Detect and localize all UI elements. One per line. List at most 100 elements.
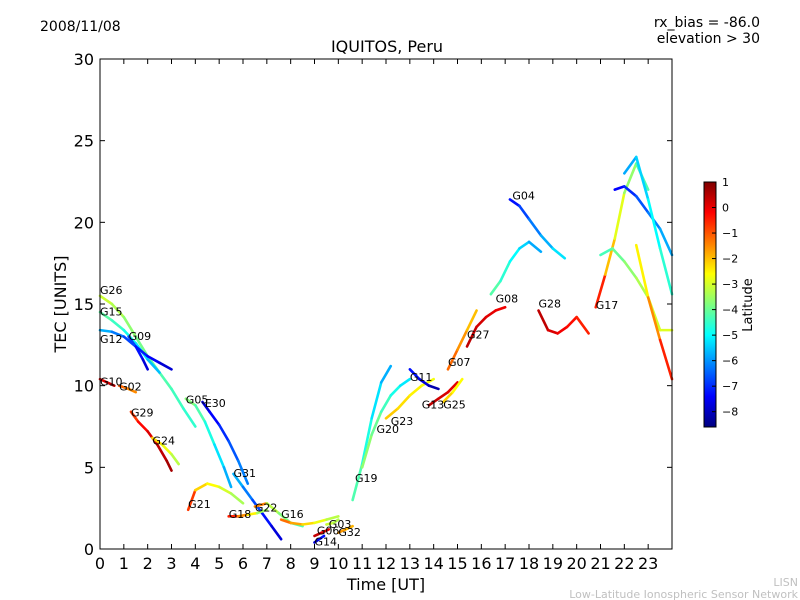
- x-tick-label: 22: [614, 554, 634, 573]
- series-g16: [279, 515, 340, 526]
- series-segment: [127, 335, 138, 348]
- series-segment: [396, 394, 412, 410]
- series-segment: [634, 194, 650, 214]
- series-segment: [634, 243, 650, 299]
- series-segment: [427, 384, 440, 391]
- series-segment: [527, 240, 543, 254]
- x-tick-label: 4: [190, 554, 200, 573]
- series-segment: [427, 397, 440, 407]
- x-tick-label: 7: [262, 554, 272, 573]
- series-segment: [546, 328, 559, 335]
- series-segment: [398, 377, 412, 387]
- colorbar-tick-label: 1: [722, 176, 729, 189]
- series-segment: [389, 384, 402, 397]
- sat-label-g08: G08: [496, 292, 519, 305]
- series-segment: [146, 354, 161, 365]
- series-segment: [203, 420, 216, 446]
- series-segment: [623, 185, 638, 198]
- series-segment: [236, 459, 250, 485]
- series-segment: [646, 296, 662, 342]
- series-segment: [110, 330, 126, 338]
- series-segment: [98, 294, 114, 306]
- x-tick-label: 23: [638, 554, 658, 573]
- x-tick-label: 1: [119, 554, 129, 573]
- series-g27: [465, 305, 507, 348]
- series-segment: [208, 410, 221, 427]
- sat-label-g06: G06: [317, 524, 340, 537]
- x-tick-label: 13: [400, 554, 420, 573]
- series-g14: [313, 534, 326, 544]
- series-segment: [141, 358, 149, 371]
- colorbar-tick-label: 0: [722, 202, 729, 215]
- series-segment: [186, 488, 197, 512]
- series-segment: [465, 325, 478, 348]
- series-segment: [313, 518, 328, 525]
- series-segment: [325, 515, 340, 521]
- sat-label-g19: G19: [355, 472, 378, 485]
- series-segment: [537, 309, 550, 332]
- x-tick-label: 16: [471, 554, 491, 573]
- series-g19: [351, 364, 393, 502]
- series-g32: [337, 524, 354, 534]
- series-segment: [518, 204, 531, 221]
- series-e30: [201, 400, 250, 485]
- series-segment: [136, 420, 149, 433]
- series-segment: [110, 302, 126, 319]
- x-tick-label: 21: [590, 554, 610, 573]
- series-g04: [508, 198, 567, 260]
- series-segment: [611, 247, 626, 263]
- series-segment: [594, 273, 607, 309]
- series-segment: [184, 397, 197, 407]
- series-segment: [360, 417, 374, 466]
- series-segment: [255, 508, 269, 515]
- series-segment: [420, 377, 435, 387]
- series-segment: [508, 247, 521, 263]
- series-segment: [658, 227, 674, 257]
- series-segment: [539, 234, 555, 250]
- x-tick-label: 18: [519, 554, 539, 573]
- sat-label-g28: G28: [539, 297, 562, 310]
- series-segment: [222, 466, 233, 489]
- sat-label-g20: G20: [376, 423, 399, 436]
- series-segment: [408, 368, 421, 381]
- series-g24: [151, 436, 180, 466]
- sat-label-g10: G10: [100, 376, 123, 389]
- sat-label-g27: G27: [467, 328, 490, 341]
- series-segment: [98, 328, 114, 334]
- series-segment: [158, 361, 173, 371]
- series-lines: [98, 155, 674, 544]
- sat-label-g09: G09: [129, 330, 152, 343]
- series-segment: [437, 390, 450, 401]
- colorbar-tick-label: −4: [722, 304, 738, 317]
- series-segment: [194, 482, 209, 492]
- colorbar-tick-label: −6: [722, 355, 738, 368]
- x-axis-label: Time [UT]: [346, 575, 425, 594]
- series-segment: [379, 394, 393, 414]
- series-segment: [351, 462, 364, 502]
- sat-label-g07: G07: [448, 356, 471, 369]
- colorbar-tick-label: −3: [722, 278, 738, 291]
- series-g08: [489, 240, 543, 296]
- series-segment: [246, 511, 259, 517]
- sat-label-g14: G14: [315, 536, 338, 549]
- series-g13: [427, 381, 459, 407]
- plot-frame: [99, 58, 673, 550]
- x-tick-label: 12: [376, 554, 396, 573]
- series-segment: [475, 315, 488, 329]
- x-tick-label: 14: [423, 554, 443, 573]
- series-segment: [332, 518, 340, 525]
- sat-label-g03: G03: [329, 518, 352, 531]
- series-segment: [213, 443, 226, 469]
- series-segment: [489, 279, 502, 296]
- series-segment: [370, 410, 383, 436]
- colorbar: [703, 181, 717, 428]
- series-segment: [217, 485, 233, 495]
- series-g28: [537, 309, 590, 335]
- series-segment: [127, 387, 138, 394]
- y-tick-label: 20: [74, 213, 94, 232]
- y-tick-label: 10: [74, 377, 94, 396]
- series-segment: [456, 328, 469, 352]
- x-tick-label: 17: [495, 554, 515, 573]
